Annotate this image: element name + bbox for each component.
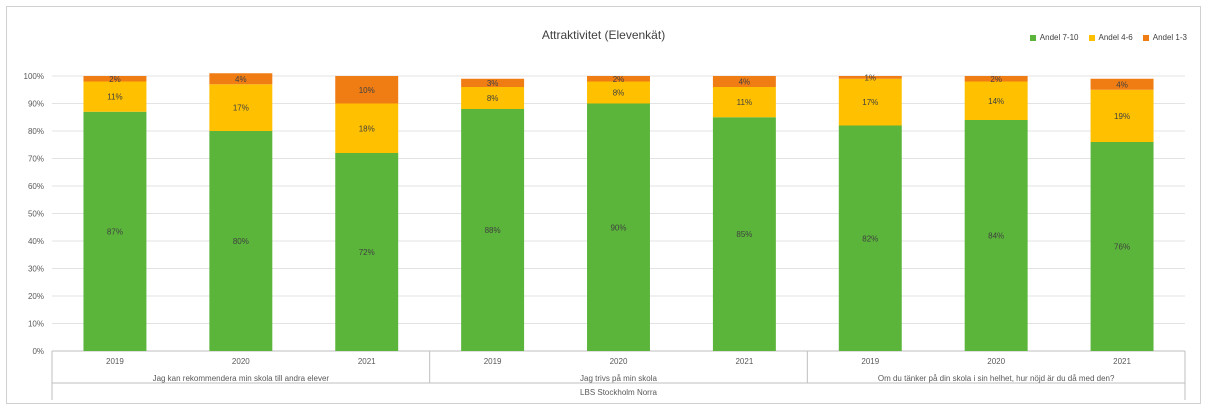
bar-segment-series-2	[712, 87, 776, 118]
data-label: 4%	[739, 78, 751, 87]
y-tick-label: 70%	[28, 155, 44, 164]
group-label: Jag trivs på min skola	[580, 374, 657, 383]
data-label: 82%	[862, 234, 878, 243]
data-label: 80%	[233, 237, 249, 246]
x-tick-label: 2021	[735, 357, 753, 366]
data-label: 17%	[233, 104, 249, 113]
bar-segment-series-2	[335, 103, 399, 153]
bar-segment-series-3	[83, 76, 147, 82]
legend-swatch-series-2	[1088, 34, 1095, 41]
legend-swatch-series-3	[1142, 34, 1149, 41]
legend-item-series-2: Andel 4-6	[1088, 33, 1133, 42]
y-tick-label: 0%	[32, 347, 44, 356]
data-label: 72%	[359, 248, 375, 257]
bar-segment-series-3	[335, 76, 399, 104]
legend: Andel 7-10 Andel 4-6 Andel 1-3	[1029, 33, 1187, 42]
bar-segment-series-2	[587, 81, 650, 104]
bar-segment-series-1	[964, 120, 1028, 351]
bar-segment-series-1	[712, 117, 776, 351]
data-label: 2%	[109, 75, 121, 84]
data-label: 85%	[736, 230, 752, 239]
bar-segment-series-2	[83, 81, 147, 112]
data-label: 11%	[737, 98, 752, 107]
bar-segment-series-1	[838, 125, 902, 351]
legend-label-series-3: Andel 1-3	[1152, 33, 1187, 42]
x-tick-label: 2021	[358, 357, 376, 366]
data-label: 8%	[613, 89, 625, 98]
bar-segment-series-3	[461, 78, 525, 87]
data-label: 2%	[990, 75, 1002, 84]
bar-segment-series-1	[83, 111, 147, 351]
bar-segment-series-3	[964, 76, 1028, 82]
data-label: 1%	[864, 73, 876, 82]
legend-label-series-2: Andel 4-6	[1098, 33, 1133, 42]
x-tick-label: 2019	[484, 357, 502, 366]
legend-swatch-series-1	[1029, 34, 1036, 41]
y-tick-label: 40%	[28, 237, 44, 246]
x-tick-label: 2021	[1113, 357, 1131, 366]
legend-item-series-1: Andel 7-10	[1029, 33, 1079, 42]
y-tick-label: 80%	[28, 127, 44, 136]
bar-segment-series-2	[461, 87, 525, 109]
bar-segment-series-3	[712, 76, 776, 87]
y-tick-label: 10%	[28, 320, 44, 329]
data-label: 4%	[235, 75, 247, 84]
x-tick-label: 2020	[232, 357, 250, 366]
data-label: 4%	[1116, 80, 1128, 89]
x-tick-label: 2020	[610, 357, 628, 366]
group-label: Jag kan rekommendera min skola till andr…	[153, 374, 330, 383]
legend-item-series-3: Andel 1-3	[1142, 33, 1187, 42]
data-label: 14%	[988, 97, 1004, 106]
data-label: 18%	[359, 124, 375, 133]
y-tick-label: 100%	[24, 72, 44, 81]
data-label: 87%	[107, 227, 123, 236]
x-tick-label: 2020	[987, 357, 1005, 366]
y-tick-label: 20%	[28, 292, 44, 301]
data-label: 17%	[862, 98, 878, 107]
bar-segment-series-3	[1090, 78, 1154, 90]
bar-segment-series-1	[335, 153, 399, 351]
data-label: 84%	[988, 232, 1004, 241]
data-label: 19%	[1114, 112, 1130, 121]
x-tick-label: 2019	[861, 357, 879, 366]
x-tick-label: 2019	[106, 357, 124, 366]
bar-segment-series-2	[964, 81, 1028, 120]
data-label: 8%	[487, 94, 499, 103]
y-tick-label: 50%	[28, 210, 44, 219]
group-label: Om du tänker på din skola i sin helhet, …	[878, 374, 1115, 383]
y-tick-label: 60%	[28, 182, 44, 191]
bar-segment-series-1	[1090, 142, 1154, 351]
y-tick-label: 30%	[28, 265, 44, 274]
bar-segment-series-2	[1090, 89, 1154, 142]
bar-segment-series-1	[587, 103, 650, 351]
bar-segment-series-2	[209, 84, 273, 131]
y-tick-label: 90%	[28, 100, 44, 109]
bar-segment-series-3	[209, 73, 273, 85]
data-label: 10%	[359, 86, 375, 95]
chart-title: Attraktivitet (Elevenkät)	[541, 28, 666, 42]
data-label: 76%	[1114, 243, 1130, 252]
data-label: 11%	[107, 93, 122, 102]
bar-segment-series-1	[461, 109, 525, 351]
data-label: 3%	[487, 79, 499, 88]
bar-segment-series-2	[838, 78, 902, 126]
data-label: 88%	[485, 226, 501, 235]
bar-segment-series-1	[209, 131, 273, 351]
legend-label-series-1: Andel 7-10	[1039, 33, 1079, 42]
data-label: 2%	[613, 75, 625, 84]
bar-segment-series-3	[838, 76, 902, 79]
bar-segment-series-3	[587, 76, 650, 82]
outer-group-label: LBS Stockholm Norra	[580, 388, 657, 397]
data-label: 90%	[610, 223, 626, 232]
